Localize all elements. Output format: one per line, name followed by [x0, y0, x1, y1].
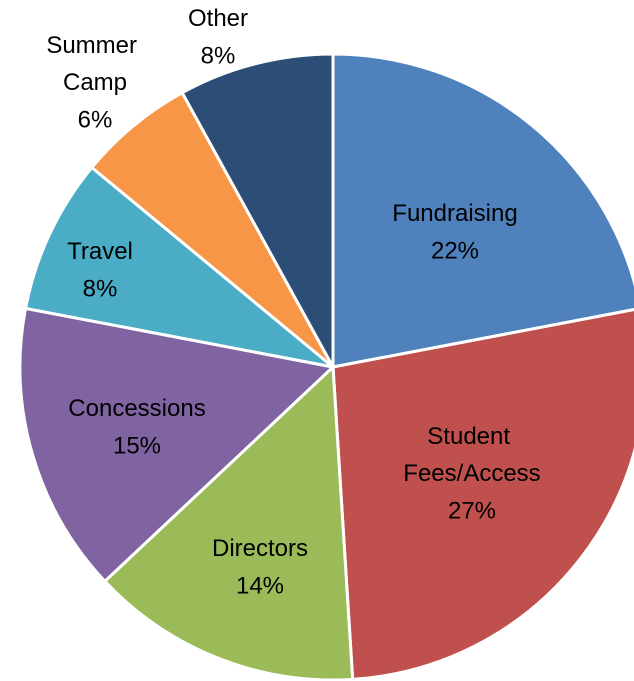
slice-percent: 27%: [448, 497, 496, 524]
label-line: Fundraising: [392, 200, 517, 227]
pie-slice: [331, 308, 634, 681]
slice-label: Directors: [212, 535, 308, 562]
slice-label: Travel: [67, 238, 133, 265]
slice-percent: 15%: [113, 432, 161, 459]
label-line: Directors: [212, 535, 308, 562]
pie-slice: [90, 91, 335, 369]
label-line: Summer: [46, 32, 143, 59]
slice-percent: 8%: [83, 275, 118, 302]
pie-slice: [180, 52, 335, 369]
slice-percent: 22%: [431, 237, 479, 264]
slice-label: Summer Camp: [46, 32, 143, 96]
label-line: Student: [427, 423, 516, 450]
slice-label: Fundraising: [392, 200, 517, 227]
slice-label: Concessions: [68, 395, 205, 422]
pie-slice: [18, 306, 335, 583]
slice-percent: 8%: [201, 42, 236, 69]
label-line: Fees/Access: [403, 460, 540, 487]
pie-slice: [331, 52, 634, 369]
slice-label: Student Fees/Access: [403, 423, 540, 487]
label-line: Concessions: [68, 395, 205, 422]
pie-slice: [24, 165, 335, 369]
label-line: Other: [188, 5, 248, 32]
label-line: Travel: [67, 238, 133, 265]
slice-percent: 14%: [236, 572, 284, 599]
pie-slice: [103, 365, 355, 681]
slice-label: Other: [188, 5, 248, 32]
label-line: Camp: [63, 69, 127, 96]
slice-percent: 6%: [78, 106, 113, 133]
